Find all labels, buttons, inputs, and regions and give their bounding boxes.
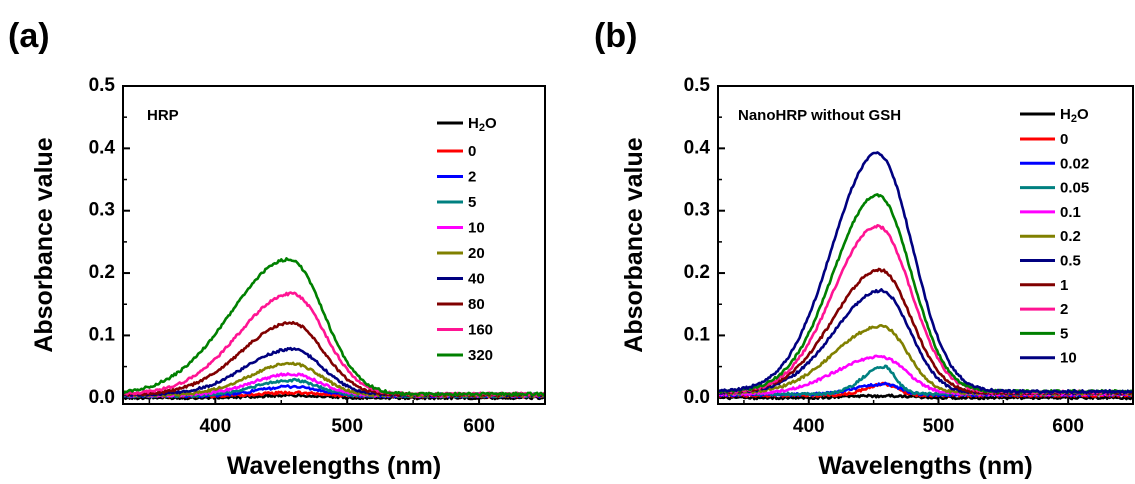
y-tick-label: 0.3 <box>89 200 115 221</box>
series-lines <box>124 257 544 401</box>
y-tick-label: 0.4 <box>684 137 711 158</box>
y-tick-label: 0.3 <box>684 200 710 221</box>
x-axis-title: Wavelengths (nm) <box>818 452 1032 480</box>
legend-label-h2o: H2O <box>1060 106 1089 125</box>
panel-b: (b) 0.0 0.1 0.2 0.3 0.4 0.5 400 500 600 Wavelength… <box>594 17 1134 480</box>
panel-label: (b) <box>594 17 637 55</box>
y-tick-label: 0.5 <box>684 75 711 96</box>
y-tick-label: 0.4 <box>89 137 116 158</box>
y-tick-label: 0.0 <box>684 387 710 408</box>
legend-label-160: 160 <box>468 321 493 338</box>
series-line-10 <box>719 151 1132 395</box>
x-axis-title: Wavelengths (nm) <box>227 452 441 480</box>
x-tick-label: 500 <box>923 416 955 437</box>
legend-label-20: 20 <box>468 245 485 262</box>
legend-label-1: 1 <box>1060 277 1068 294</box>
series-lines <box>719 151 1132 401</box>
x-tick-label: 600 <box>463 416 495 437</box>
legend-label-2: 2 <box>1060 301 1068 318</box>
y-tick-label: 0.5 <box>89 75 116 96</box>
legend-label-320: 320 <box>468 347 493 364</box>
y-tick-label: 0.1 <box>89 324 116 345</box>
legend-label-h2o: H2O <box>468 115 497 134</box>
x-tick-label: 500 <box>331 416 363 437</box>
y-axis-title: Absorbance value <box>620 137 648 352</box>
y-tick-label: 0.2 <box>89 262 115 283</box>
plot-frame <box>717 85 1134 405</box>
legend-label-0-05: 0.05 <box>1060 180 1089 197</box>
y-tick-label: 0.2 <box>684 262 710 283</box>
legend-label-0: 0 <box>468 143 476 160</box>
y-axis-title: Absorbance value <box>30 137 58 352</box>
legend-label-0-5: 0.5 <box>1060 252 1081 269</box>
legend-label-0: 0 <box>1060 131 1068 148</box>
panel-label: (a) <box>8 17 50 55</box>
x-tick-label: 600 <box>1052 416 1084 437</box>
series-line-320 <box>124 257 544 397</box>
legend-label-2: 2 <box>468 168 476 185</box>
legend-label-0-1: 0.1 <box>1060 204 1081 221</box>
legend-label-10: 10 <box>468 219 485 236</box>
legend-label-40: 40 <box>468 270 485 287</box>
x-tick-label: 400 <box>199 416 231 437</box>
panel-annotation: NanoHRP without GSH <box>738 107 901 124</box>
plot-frame <box>122 85 546 405</box>
legend-label-5: 5 <box>1060 325 1068 342</box>
x-tick-label: 400 <box>793 416 825 437</box>
panel-annotation: HRP <box>147 107 179 124</box>
legend-label-0-02: 0.02 <box>1060 155 1089 172</box>
y-tick-label: 0.0 <box>89 387 115 408</box>
legend-label-5: 5 <box>468 194 476 211</box>
y-tick-label: 0.1 <box>684 324 711 345</box>
legend-label-10: 10 <box>1060 350 1077 367</box>
legend-label-80: 80 <box>468 296 485 313</box>
legend-label-0-2: 0.2 <box>1060 228 1081 245</box>
